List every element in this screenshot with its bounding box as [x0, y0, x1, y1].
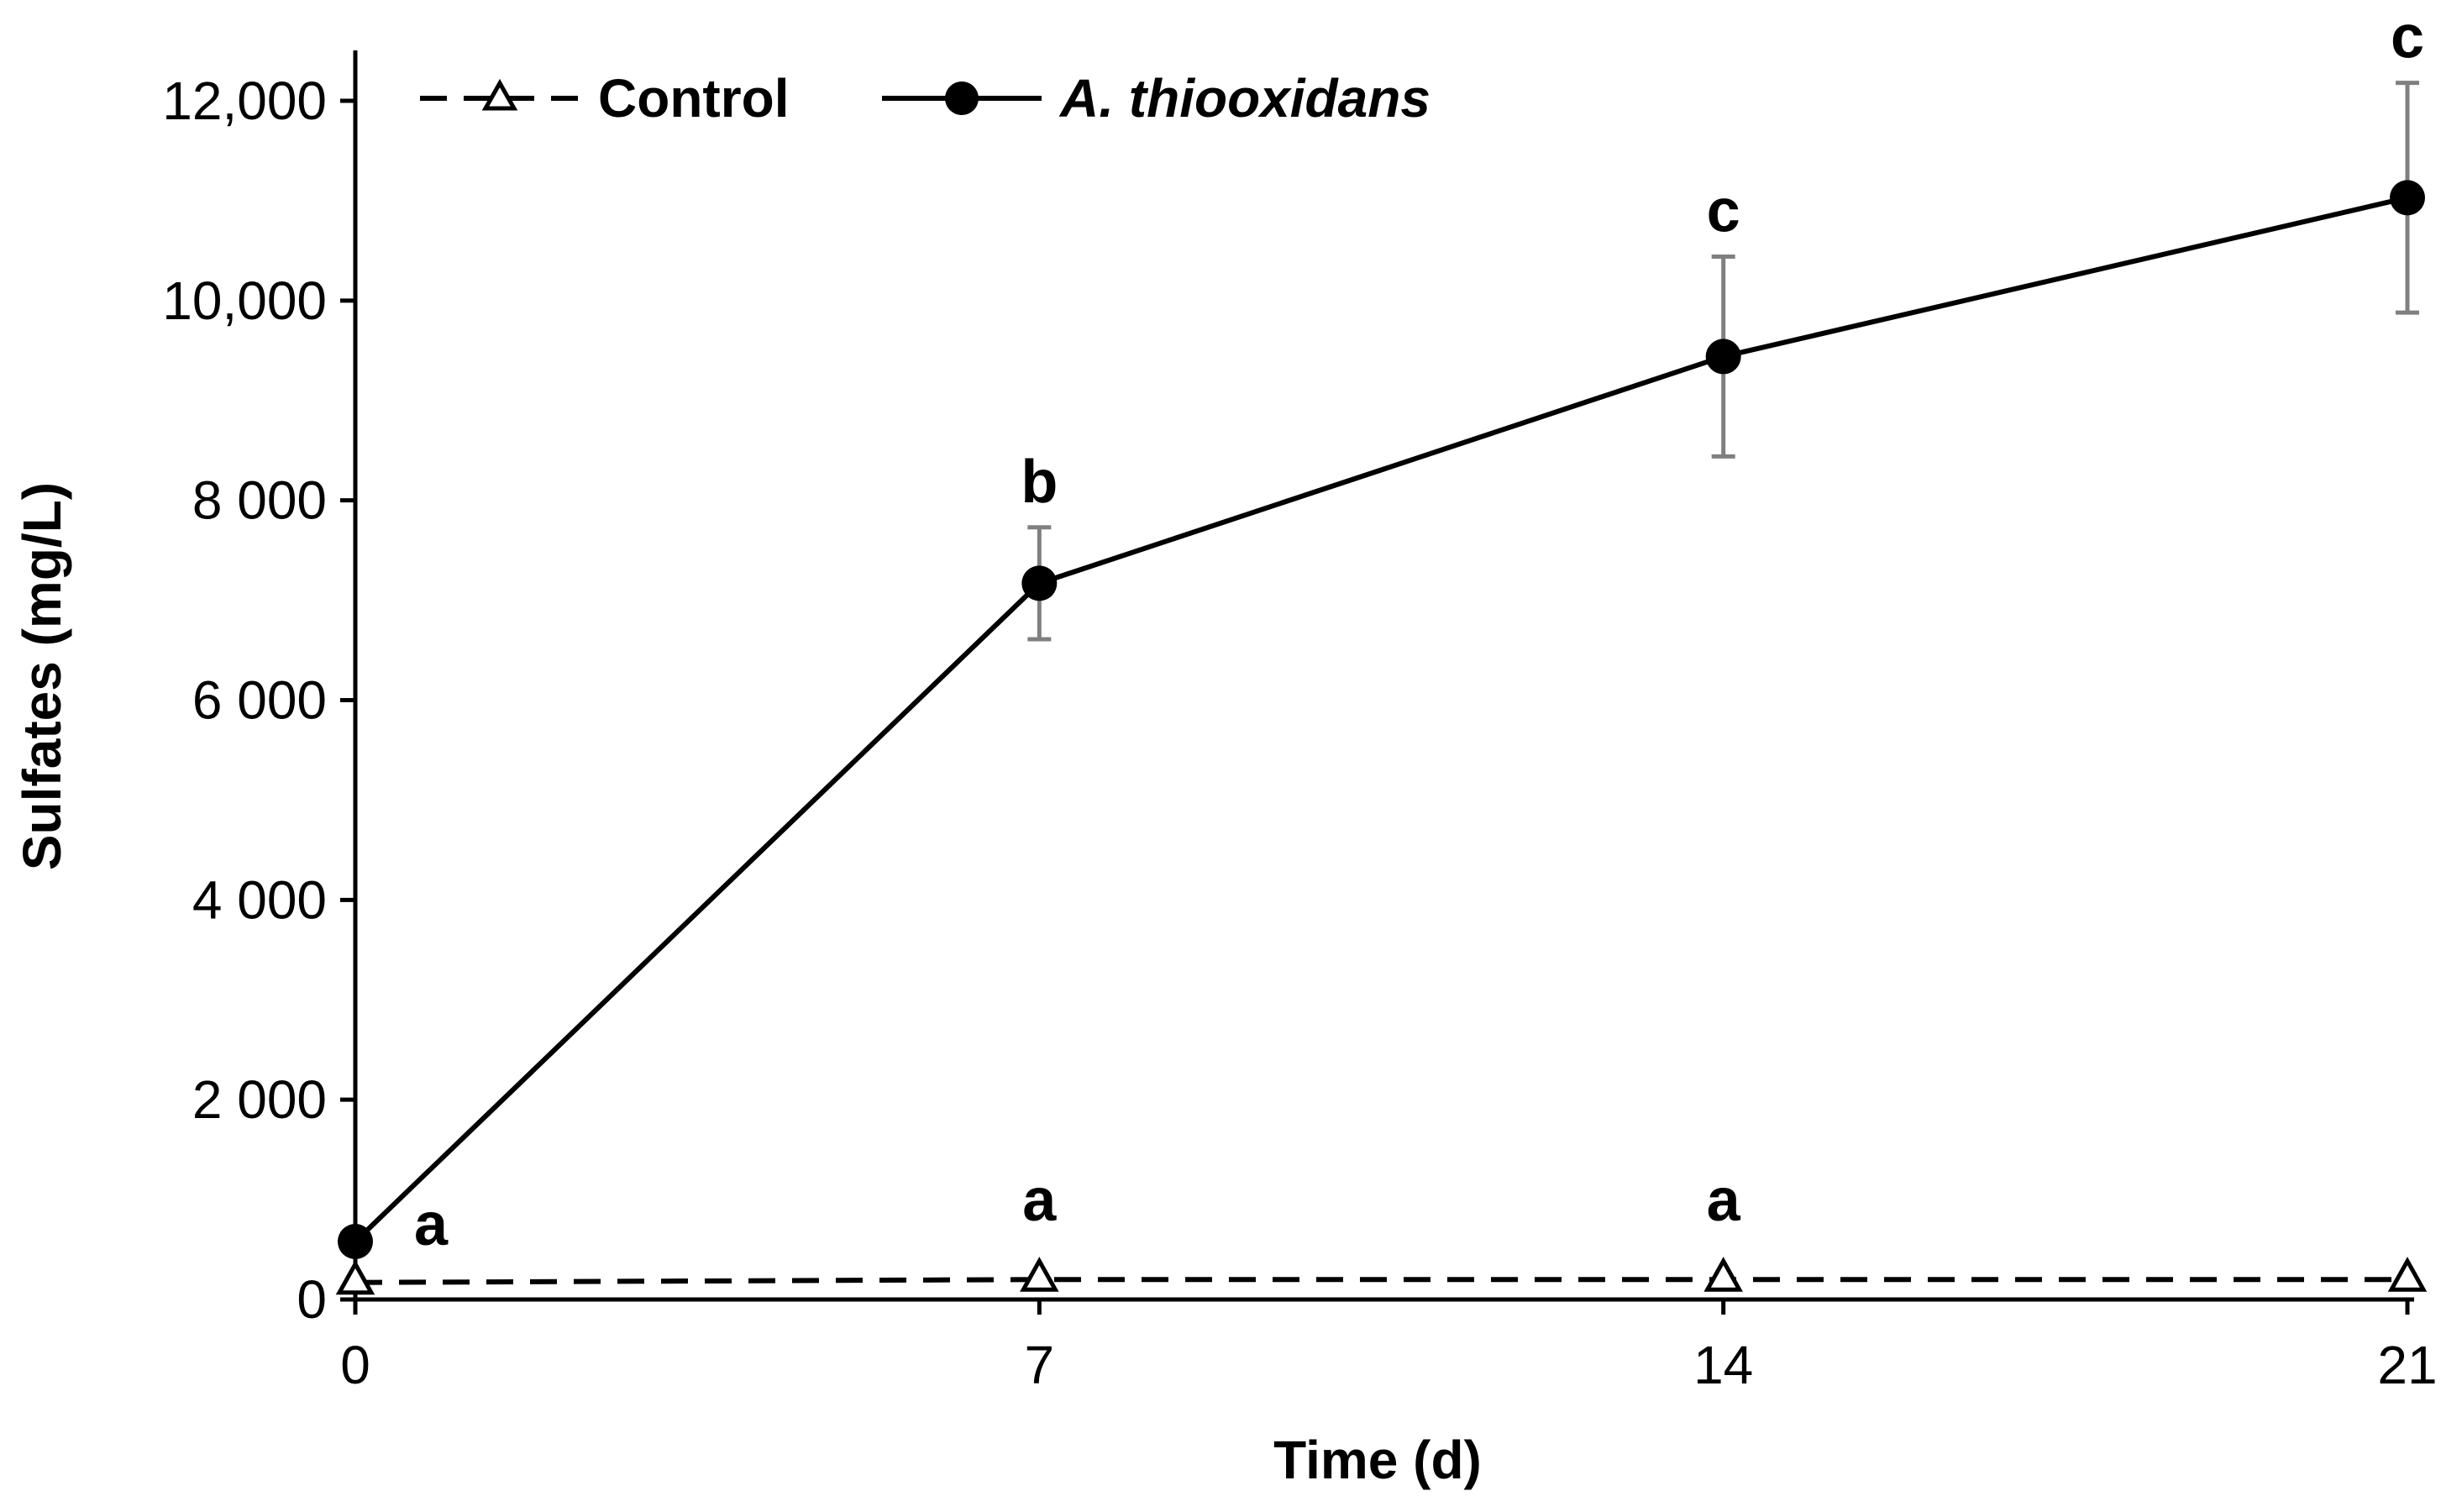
thiooxidans-data-point: [1021, 565, 1058, 601]
significance-label: c: [1707, 178, 1740, 245]
y-tick-label: 0: [297, 1269, 327, 1330]
thiooxidans-data-point: [1705, 339, 1741, 375]
y-tick-label: 10,000: [162, 270, 327, 331]
x-tick-label: 21: [2377, 1335, 2437, 1395]
control-data-point: [335, 1259, 375, 1295]
x-axis-title: Time (d): [1273, 1430, 1482, 1490]
significance-label: a: [414, 1191, 449, 1258]
legend-item-thiooxidans: A. thiooxidans: [882, 68, 1430, 129]
control-data-point: [2387, 1257, 2428, 1292]
legend-thiooxidans-marker-icon: [945, 81, 979, 115]
y-axis-title: Sulfates (mg/L): [12, 482, 72, 870]
y-tick-label: 8 000: [192, 470, 327, 531]
y-tick-label: 2 000: [192, 1069, 327, 1130]
y-tick-label: 12,000: [162, 71, 327, 131]
y-tick-label: 4 000: [192, 869, 327, 930]
thiooxidans-data-point: [2390, 180, 2425, 216]
thiooxidans-data-point: [338, 1224, 373, 1260]
x-tick-label: 7: [1025, 1335, 1055, 1395]
legend-item-control: Control: [420, 68, 790, 129]
legend-thiooxidans-label: A. thiooxidans: [1058, 68, 1430, 129]
thiooxidans-series-line: [353, 195, 2408, 1244]
significance-label: c: [2391, 4, 2424, 71]
plot-area: 0 2 000 4 000 6 000 8 000 10,000 12,000 0 7 14 21 b…: [162, 4, 2437, 1395]
legend-control-marker-icon: [481, 78, 518, 111]
significance-label: a: [1707, 1167, 1741, 1234]
x-tick-label: 0: [340, 1335, 370, 1395]
y-tick-label: 6 000: [192, 670, 327, 731]
control-data-point: [1703, 1257, 1743, 1292]
control-data-point: [1020, 1257, 1059, 1292]
significance-label: a: [1022, 1167, 1057, 1234]
significance-label: b: [1021, 449, 1058, 516]
legend-control-label: Control: [598, 68, 790, 129]
x-tick-label: 14: [1693, 1335, 1753, 1395]
control-series-line: [354, 1277, 2407, 1285]
legend: Control A. thiooxidans: [420, 68, 1430, 129]
